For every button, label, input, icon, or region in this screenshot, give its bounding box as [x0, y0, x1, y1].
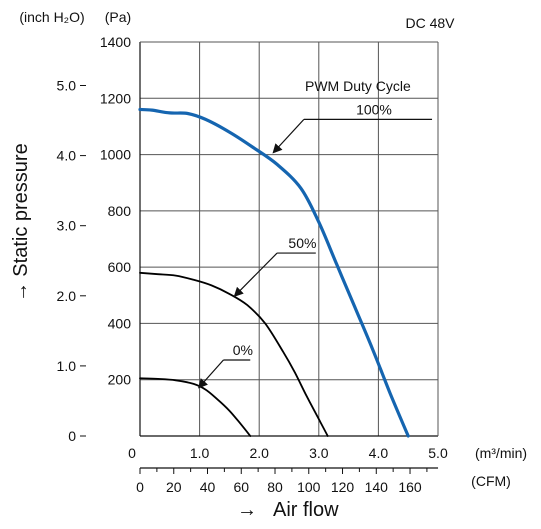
y-axis-unit-pa: (Pa)	[105, 9, 131, 25]
y-axis-title: Static pressure	[10, 143, 32, 276]
y-tick-label-inh2o: 3.0	[57, 218, 77, 234]
x-tick-label-cfm: 20	[166, 479, 182, 495]
y-tick-label-inh2o: 5.0	[57, 77, 77, 93]
x-tick-label-m3min: 0	[128, 445, 136, 461]
series-line-0pct	[139, 377, 252, 437]
labels: DC 48V (inch H₂O) (Pa) (m³/min) (CFM) PW…	[10, 9, 527, 521]
series-line-50pct	[139, 271, 329, 437]
x-tick-label-m3min: 5.0	[428, 445, 448, 461]
y-tick-label-pa: 1200	[100, 90, 131, 106]
x-tick-label-cfm: 120	[331, 479, 355, 495]
annotation-label-50pct: 50%	[288, 235, 316, 251]
x-tick-label-cfm: 160	[398, 479, 422, 495]
annotation-label-0pct: 0%	[233, 342, 253, 358]
y-tick-label-pa: 800	[108, 203, 132, 219]
pwm-annotation-title: PWM Duty Cycle	[305, 78, 411, 94]
x-axis-unit-cfm: (CFM)	[471, 473, 511, 489]
y-tick-label-inh2o: 1.0	[57, 358, 77, 374]
series-line-100pct	[138, 107, 410, 438]
x-tick-label-cfm: 0	[136, 479, 144, 495]
y-tick-label-pa: 1400	[100, 34, 131, 50]
x-tick-label-cfm: 100	[297, 479, 321, 495]
y-axis-arrow: →	[10, 282, 32, 302]
x-tick-label-m3min: 3.0	[309, 445, 329, 461]
series	[138, 107, 410, 438]
chart-title: DC 48V	[405, 15, 455, 31]
x-axis-unit-m3min: (m³/min)	[475, 445, 527, 461]
x-tick-label-cfm: 60	[233, 479, 249, 495]
y-tick-label-pa: 1000	[100, 147, 131, 163]
annotation-label-100pct: 100%	[356, 101, 392, 117]
x-tick-label-cfm: 80	[267, 479, 283, 495]
x-axis-label: Air flow	[273, 499, 339, 521]
y-tick-label-inh2o: 2.0	[57, 288, 77, 304]
x-tick-label-m3min: 1.0	[190, 445, 210, 461]
annotation-arrow	[233, 252, 278, 297]
x-tick-label-m3min: 2.0	[249, 445, 269, 461]
x-tick-label-cfm: 40	[200, 479, 216, 495]
axes: 20040060080010001200140001.02.03.04.05.0…	[57, 34, 448, 495]
y-tick-label-pa: 200	[108, 372, 132, 388]
x-tick-label-cfm: 140	[365, 479, 389, 495]
annotation-arrow	[198, 359, 224, 389]
annotations: 100% 50% 0%	[198, 101, 433, 389]
y-tick-label-pa: 600	[108, 259, 132, 275]
y-axis-unit-inh2o: (inch H₂O)	[19, 9, 84, 25]
y-tick-label-inh2o: 0	[68, 428, 76, 444]
annotation-arrow	[272, 118, 305, 154]
y-axis-label: Static pressure	[10, 143, 32, 276]
y-tick-label-inh2o: 4.0	[57, 148, 77, 164]
x-axis-arrow: →	[237, 499, 257, 521]
x-tick-label-m3min: 4.0	[369, 445, 389, 461]
y-tick-label-pa: 400	[108, 315, 132, 331]
